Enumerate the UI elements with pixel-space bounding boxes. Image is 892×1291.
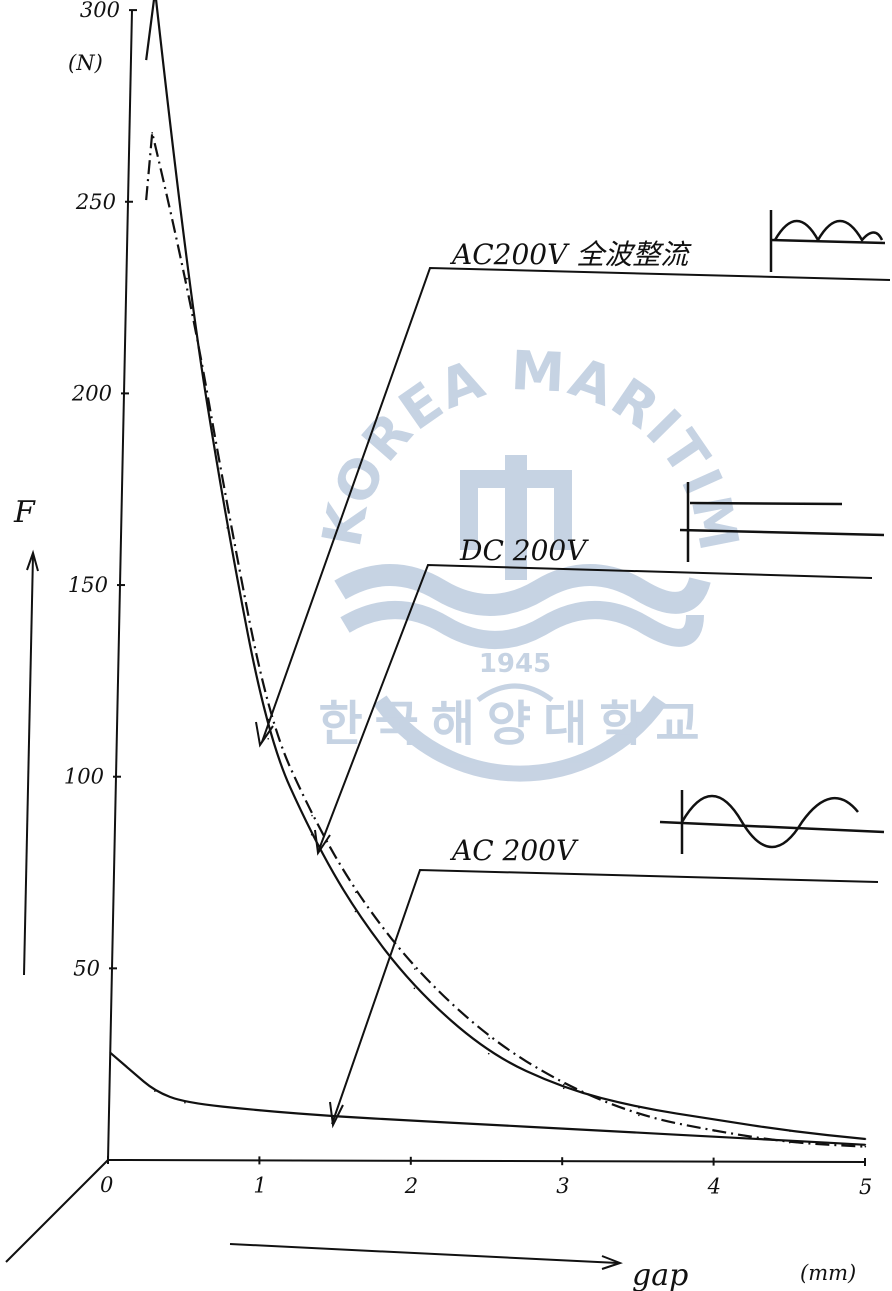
y-direction-arrow [23, 554, 34, 976]
series-1-point-8 [563, 1083, 565, 1086]
svg-text:KOREA MARITIME UNIVERSITY: KOREA MARITIME UNIVERSITY [0, 0, 751, 557]
series-2-point-0 [109, 1051, 112, 1054]
y-tick-label-4: 250 [75, 190, 116, 214]
series-2-point-11 [788, 1139, 791, 1142]
series-2-point-8 [562, 1127, 564, 1130]
series-2-point-4 [259, 1109, 262, 1112]
axis-titles: F (N) gap (mm) [13, 51, 856, 1291]
callout-arrowhead-dc [314, 829, 331, 856]
series-1-point-7 [488, 1037, 490, 1040]
series-1-point-9 [638, 1114, 640, 1117]
series-1-point-1 [186, 277, 188, 280]
waveform-sine [659, 790, 885, 854]
series-lines [109, 0, 867, 1148]
series-0-point-12 [864, 1138, 867, 1140]
x-axis-title: gap [632, 1258, 688, 1291]
callout-leader-rectified [261, 266, 891, 743]
series-0-point-10 [713, 1118, 716, 1121]
series-2-point-7 [486, 1123, 489, 1126]
series-0-point-9 [638, 1106, 640, 1109]
series-0-point-4 [310, 833, 313, 836]
y-axis-unit: (N) [68, 51, 103, 75]
series-2-point-1 [131, 1071, 134, 1073]
y-tick-label-0: 50 [73, 956, 100, 980]
x-tick-label-2: 2 [404, 1174, 418, 1198]
series-1-point-10 [713, 1130, 716, 1132]
label-dc: DC 200V [459, 534, 589, 567]
series-1-point-0 [151, 132, 153, 134]
callout-leader-ac [331, 868, 879, 1125]
x-tick-label-5: 5 [859, 1175, 872, 1199]
y-tick-label-5: 300 [80, 0, 120, 22]
series-0-point-8 [562, 1087, 565, 1090]
waveform-sketches [659, 210, 886, 854]
y-tick-label-3: 200 [71, 381, 112, 405]
axis-arrows [23, 549, 623, 1270]
x-direction-arrow [229, 1243, 619, 1264]
series-0-point-2 [226, 527, 228, 529]
svg-text:한국해양대학교: 한국해양대학교 [318, 696, 711, 752]
series-2-point-12 [864, 1143, 867, 1146]
series-0-point-5 [354, 910, 357, 913]
x-tick-label-0: 0 [100, 1173, 113, 1197]
y-arrow-head [26, 549, 39, 572]
series-0-point-6 [413, 987, 416, 990]
series-labels: AC200V 全波整流 DC 200V AC 200V [449, 238, 692, 867]
series-1-point-5 [355, 891, 357, 894]
series-1-point-4 [311, 814, 313, 817]
waveform-dc [679, 482, 885, 562]
x-tick-label-4: 4 [707, 1175, 721, 1199]
series-2-point-3 [184, 1101, 186, 1104]
label-ac-rectified: AC200V 全波整流 [449, 238, 692, 271]
series-1-point-6 [414, 968, 416, 970]
depth-axis-line [5, 1159, 109, 1263]
callout-arrowhead-rectified [255, 721, 274, 748]
y-tick-label-1: 100 [64, 765, 104, 789]
series-line-0 [145, 0, 866, 1141]
callout-arrowhead-ac [329, 1101, 344, 1129]
x-axis-line [107, 1159, 866, 1163]
callouts [255, 266, 891, 1129]
label-ac: AC 200V [449, 834, 579, 867]
series-0-point-11 [789, 1130, 791, 1132]
y-axis-title: F [13, 495, 36, 530]
y-tick-label-2: 150 [68, 573, 108, 597]
watermark-seal: KOREA MARITIME UNIVERSITY 1945 한국해양대학교 [0, 0, 751, 782]
series-line-2 [109, 1051, 866, 1146]
x-tick-label-3: 3 [556, 1174, 569, 1198]
series-2-point-10 [713, 1135, 715, 1138]
series-1-point-12 [864, 1145, 867, 1148]
x-tick-label-1: 1 [253, 1173, 266, 1197]
svg-text:1945: 1945 [479, 649, 551, 679]
series-2-point-2 [154, 1090, 156, 1092]
x-axis-unit: (mm) [800, 1261, 856, 1285]
series-1-point-11 [788, 1141, 791, 1144]
ticks: 0 1 2 3 4 5 50 100 150 200 250 300 [64, 0, 872, 1199]
callout-leader-dc [317, 563, 873, 853]
waveform-rectified [769, 210, 886, 272]
series-1-point-2 [226, 507, 229, 510]
series-0-point-7 [487, 1052, 490, 1055]
series-2-point-6 [410, 1119, 413, 1122]
series-0-point-3 [267, 737, 270, 740]
series-2-point-9 [637, 1131, 640, 1134]
series-line-1 [145, 132, 866, 1148]
x-arrow-head [601, 1255, 623, 1270]
